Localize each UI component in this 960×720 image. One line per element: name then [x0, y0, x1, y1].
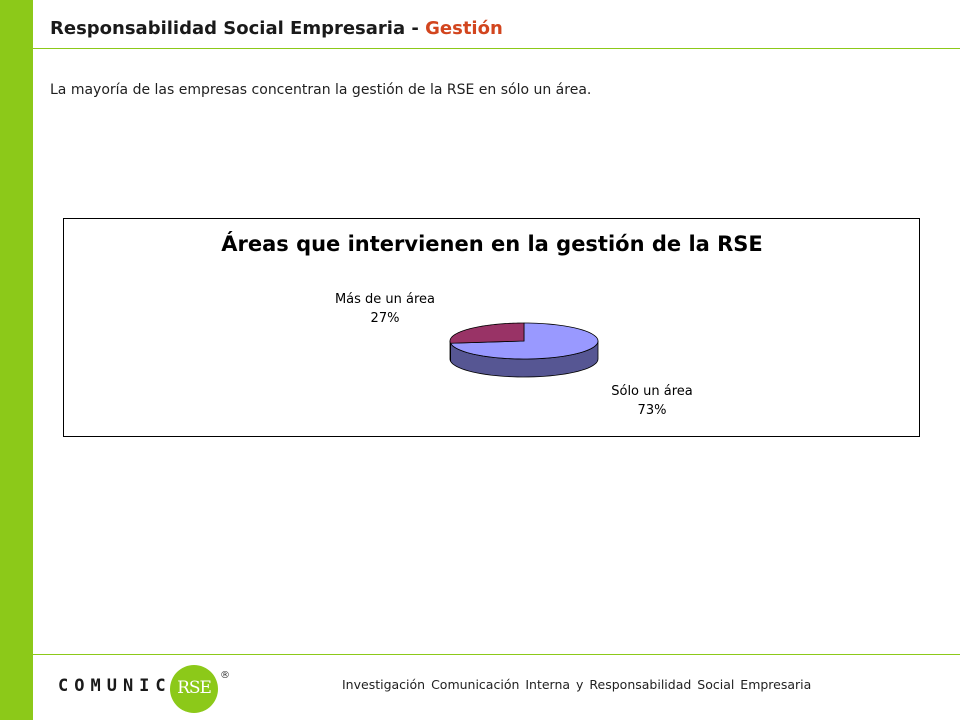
- footer-caption: Investigación Comunicación Interna y Res…: [342, 677, 812, 692]
- logo-badge: RSE: [170, 665, 218, 713]
- footer-divider: [33, 654, 960, 655]
- pie-side-mas-de-un-area: [449, 341, 451, 362]
- logo-word: COMUNICA: [58, 676, 188, 696]
- page-title-accent: Gestión: [425, 18, 503, 39]
- company-logo: COMUNICA RSE ®: [58, 662, 248, 713]
- slice-value-mas-de-un-area: 27%: [371, 311, 400, 326]
- registered-mark: ®: [220, 670, 230, 681]
- slice-label-mas-de-un-area: Más de un área: [335, 292, 435, 307]
- chart-container: Áreas que intervienen en la gestión de l…: [63, 218, 920, 437]
- left-accent-bar: [0, 0, 33, 720]
- slice-label-solo-un-area: Sólo un área: [611, 384, 693, 399]
- page-title-main: Responsabilidad Social Empresaria -: [50, 18, 426, 39]
- pie-chart: Áreas que intervienen en la gestión de l…: [221, 231, 763, 418]
- intro-text: La mayoría de las empresas concentran la…: [50, 82, 592, 98]
- chart-title: Áreas que intervienen en la gestión de l…: [221, 231, 763, 256]
- logo-badge-text: RSE: [177, 678, 212, 698]
- header-divider: [33, 48, 960, 49]
- pie-slice-mas-de-un-area: [449, 322, 525, 344]
- page-title: Responsabilidad Social Empresaria - Gest…: [50, 18, 503, 39]
- slice-value-solo-un-area: 73%: [638, 403, 667, 418]
